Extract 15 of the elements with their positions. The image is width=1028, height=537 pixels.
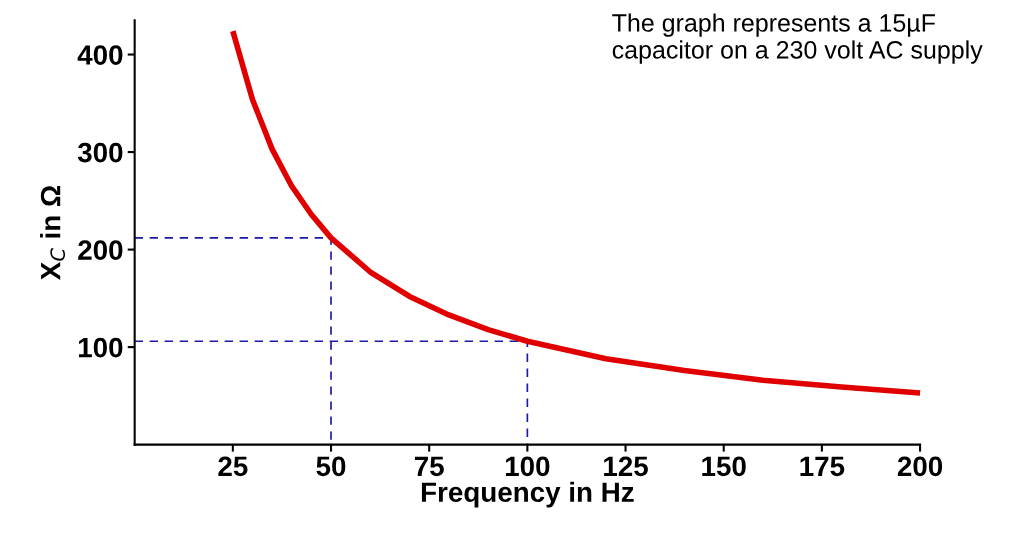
y-tick-label: 100	[78, 337, 123, 358]
x-tick-label: 50	[316, 456, 346, 477]
x-tick-label: 150	[702, 456, 746, 477]
y-axis-title: X$_{C}$ in Ω	[40, 185, 66, 281]
annotation: The graph represents a 15µF capacitor on a 230 volt AC supply	[612, 13, 983, 64]
x-tick-label: 100	[505, 456, 550, 477]
x-tick-label: 200	[897, 456, 943, 477]
x-tick-label: 125	[604, 456, 648, 477]
x-tick-label: 75	[414, 456, 444, 477]
x-tick-label: 25	[218, 456, 248, 477]
y-tick-label: 300	[77, 142, 123, 163]
x-tick-label: 175	[800, 456, 845, 477]
y-tick-label: 200	[78, 240, 123, 260]
y-tick-label: 400	[77, 45, 123, 65]
x-axis-title: Frequency in Hz	[421, 481, 634, 508]
